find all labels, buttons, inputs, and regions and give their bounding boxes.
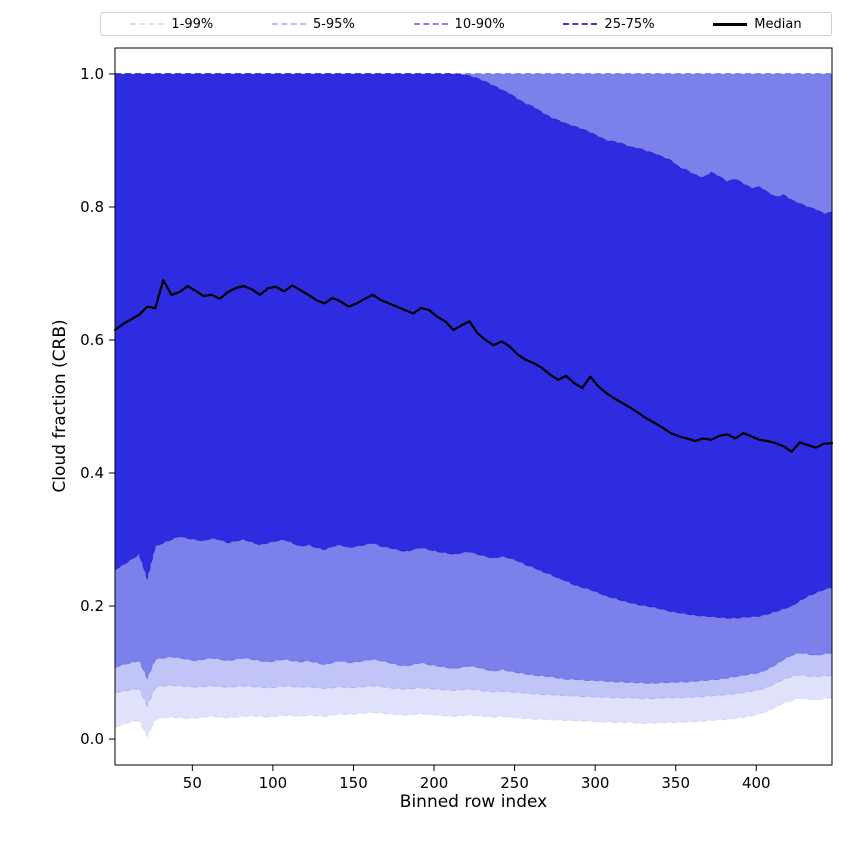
y-axis-label: Cloud fraction (CRB) — [50, 319, 70, 493]
band-fill-25-75- — [115, 73, 832, 618]
legend-line-sample — [413, 23, 448, 25]
band-edge-lower-1-99- — [114, 697, 833, 738]
x-tick-label: 50 — [183, 774, 202, 792]
x-tick-label: 300 — [581, 774, 610, 792]
y-tick-label: 0.0 — [80, 730, 104, 748]
legend-label: Median — [754, 16, 802, 32]
x-axis-label: Binned row index — [399, 792, 548, 812]
y-tick-label: 0.6 — [80, 331, 104, 349]
x-tick-label: 250 — [500, 774, 529, 792]
x-tick-label: 350 — [661, 774, 690, 792]
legend-label: 10-90% — [454, 16, 505, 32]
x-tick-label: 150 — [339, 774, 368, 792]
median-line — [113, 279, 834, 453]
legend-label: 1-99% — [171, 16, 214, 32]
legend-label: 25-75% — [604, 16, 655, 32]
x-tick-label: 400 — [742, 774, 771, 792]
legend-entry-5-95-: 5-95% — [271, 16, 355, 32]
legend-line-sample — [271, 23, 306, 25]
legend-label: 5-95% — [312, 16, 355, 32]
x-tick-label: 100 — [259, 774, 288, 792]
legend-entry-median: Median — [713, 16, 802, 32]
x-tick-label: 200 — [420, 774, 449, 792]
legend-line-sample — [130, 23, 165, 25]
y-tick-label: 1.0 — [80, 65, 104, 83]
band-edge-lower-10-90- — [114, 651, 833, 684]
legend-line-sample — [713, 22, 748, 26]
legend-entry-10-90-: 10-90% — [413, 16, 505, 32]
y-tick-label: 0.4 — [80, 464, 104, 482]
legend-entry-25-75-: 25-75% — [563, 16, 655, 32]
y-tick-label: 0.2 — [80, 597, 104, 615]
chart-legend: 1-99% 5-95% 10-90% 25-75% Median — [100, 12, 832, 36]
plot-border — [114, 47, 833, 766]
band-edge-lower-5-95- — [114, 673, 833, 708]
legend-line-sample — [563, 23, 598, 25]
legend-entry-1-99-: 1-99% — [130, 18, 213, 31]
y-tick-label: 0.8 — [80, 198, 104, 216]
band-edge-upper-25-75- — [115, 73, 833, 215]
